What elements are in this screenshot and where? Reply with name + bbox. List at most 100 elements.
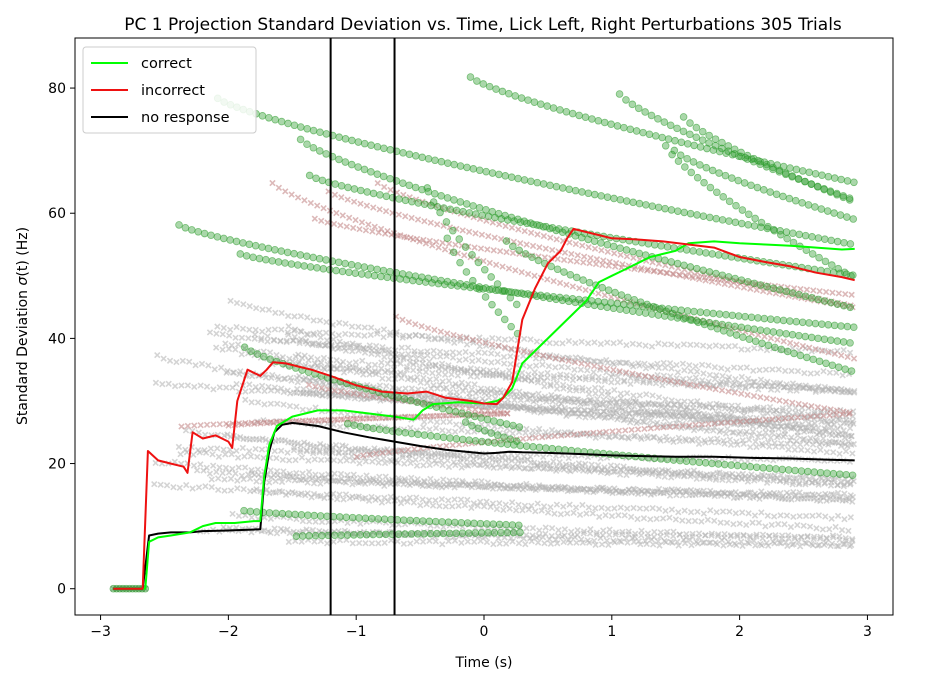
scatter-point-no-response xyxy=(552,364,559,371)
scatter-point-incorrect xyxy=(649,259,656,266)
scatter-point-no-response xyxy=(471,428,478,435)
scatter-point-no-response xyxy=(372,342,380,350)
scatter-point-correct xyxy=(744,277,752,286)
scatter-point-incorrect xyxy=(302,418,309,425)
scatter-point-correct xyxy=(728,150,737,159)
scatter-point-incorrect xyxy=(816,288,823,295)
scatter-point-no-response xyxy=(646,422,653,429)
scatter-point-no-response xyxy=(445,497,452,504)
scatter-point-no-response xyxy=(634,515,641,523)
scatter-point-no-response xyxy=(762,366,770,373)
scatter-point-no-response xyxy=(320,354,328,362)
scatter-point-no-response xyxy=(278,437,285,444)
scatter-point-no-response xyxy=(317,480,324,487)
scatter-point-incorrect xyxy=(513,436,520,443)
scatter-point-no-response xyxy=(623,471,630,479)
scatter-point-no-response xyxy=(842,448,850,455)
scatter-point-no-response xyxy=(419,356,427,363)
scatter-point-incorrect xyxy=(533,351,540,358)
scatter-point-no-response xyxy=(532,406,539,413)
scatter-point-no-response xyxy=(447,392,454,399)
scatter-point-no-response xyxy=(302,374,309,382)
scatter-point-incorrect xyxy=(412,321,419,328)
scatter-point-correct xyxy=(533,292,541,301)
scatter-point-incorrect xyxy=(702,277,709,284)
scatter-point-no-response xyxy=(436,481,444,489)
scatter-point-no-response xyxy=(713,372,720,379)
scatter-point-no-response xyxy=(621,512,628,519)
scatter-point-no-response xyxy=(424,482,431,489)
scatter-point-no-response xyxy=(387,537,395,544)
scatter-point-no-response xyxy=(821,383,829,391)
scatter-point-no-response xyxy=(404,480,412,487)
scatter-point-no-response xyxy=(851,387,858,395)
scatter-point-no-response xyxy=(819,387,826,395)
scatter-point-no-response xyxy=(496,500,503,507)
scatter-point-no-response xyxy=(707,436,714,443)
scatter-point-correct xyxy=(485,82,494,91)
scatter-point-no-response xyxy=(472,524,479,531)
scatter-point-no-response xyxy=(719,343,726,350)
scatter-point-correct xyxy=(369,530,377,539)
scatter-point-no-response xyxy=(675,469,683,477)
scatter-point-correct xyxy=(692,123,701,132)
scatter-point-incorrect xyxy=(761,333,768,340)
scatter-point-correct xyxy=(805,319,813,327)
scatter-point-no-response xyxy=(437,450,445,457)
scatter-point-no-response xyxy=(374,348,382,355)
scatter-point-incorrect xyxy=(518,269,525,276)
scatter-point-no-response xyxy=(264,355,271,362)
scatter-point-no-response xyxy=(366,342,373,349)
scatter-point-correct xyxy=(673,124,681,133)
scatter-point-no-response xyxy=(681,487,688,495)
scatter-point-no-response xyxy=(414,530,421,537)
scatter-point-no-response xyxy=(257,473,265,481)
scatter-point-no-response xyxy=(480,503,488,510)
scatter-point-no-response xyxy=(444,337,452,344)
scatter-point-no-response xyxy=(539,361,546,368)
scatter-point-no-response xyxy=(809,427,816,434)
scatter-point-correct xyxy=(677,138,686,147)
scatter-point-correct xyxy=(708,250,717,258)
scatter-point-incorrect xyxy=(369,228,376,235)
scatter-point-no-response xyxy=(592,541,599,549)
scatter-point-no-response xyxy=(725,343,732,350)
scatter-point-no-response xyxy=(152,379,160,386)
scatter-point-no-response xyxy=(209,462,217,469)
scatter-point-no-response xyxy=(508,335,515,343)
scatter-point-no-response xyxy=(679,360,687,367)
scatter-point-correct xyxy=(477,414,485,422)
scatter-point-no-response xyxy=(446,418,453,426)
scatter-point-no-response xyxy=(726,508,733,515)
scatter-point-no-response xyxy=(479,395,486,402)
scatter-point-incorrect xyxy=(833,407,841,414)
scatter-point-correct xyxy=(836,470,844,479)
scatter-point-correct xyxy=(524,96,532,104)
scatter-point-no-response xyxy=(394,459,401,466)
scatter-point-no-response xyxy=(651,401,659,409)
scatter-point-correct xyxy=(341,135,350,143)
scatter-point-correct xyxy=(698,127,707,136)
scatter-point-no-response xyxy=(675,542,682,549)
scatter-point-correct xyxy=(830,209,838,217)
scatter-point-correct xyxy=(654,115,662,123)
scatter-point-no-response xyxy=(547,485,554,493)
scatter-point-no-response xyxy=(769,366,776,373)
scatter-point-no-response xyxy=(552,340,560,347)
scatter-point-no-response xyxy=(305,457,312,464)
scatter-point-correct xyxy=(734,176,743,185)
scatter-point-correct xyxy=(581,113,590,122)
scatter-point-correct xyxy=(709,146,718,154)
scatter-point-no-response xyxy=(726,436,734,443)
scatter-point-correct xyxy=(322,256,330,264)
scatter-point-correct xyxy=(305,531,313,540)
scatter-point-no-response xyxy=(564,411,571,418)
scatter-point-incorrect xyxy=(465,243,472,250)
scatter-point-no-response xyxy=(216,384,223,391)
scatter-point-correct xyxy=(705,139,713,147)
scatter-point-no-response xyxy=(762,493,770,500)
scatter-point-incorrect xyxy=(818,347,826,354)
scatter-point-correct xyxy=(784,466,793,474)
scatter-point-no-response xyxy=(582,460,589,468)
scatter-point-no-response xyxy=(711,418,718,425)
